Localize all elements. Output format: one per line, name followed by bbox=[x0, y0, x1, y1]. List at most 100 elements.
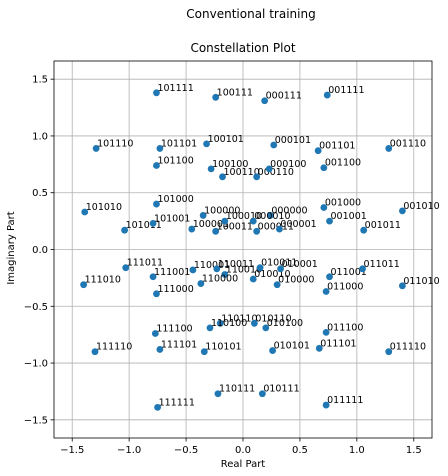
data-point bbox=[385, 145, 393, 152]
point-label: 000100 bbox=[270, 159, 306, 170]
x-tick-label: 0.5 bbox=[292, 445, 308, 456]
point-label: 011000 bbox=[327, 282, 363, 293]
point-label: 110101 bbox=[205, 342, 241, 353]
y-tick-label: −1.5 bbox=[24, 415, 48, 426]
point-label: 101000 bbox=[157, 194, 193, 205]
point-label: 100111 bbox=[217, 87, 253, 98]
point-label: 110111 bbox=[219, 384, 255, 395]
x-tick-label: 0.0 bbox=[235, 445, 251, 456]
data-point bbox=[250, 319, 258, 327]
point-label: 011111 bbox=[327, 395, 363, 406]
point-label: 101001 bbox=[154, 213, 190, 224]
data-point bbox=[91, 348, 99, 356]
y-tick-label: 0.5 bbox=[32, 188, 48, 199]
point-label: 010010 bbox=[254, 269, 290, 280]
point-label: 001010 bbox=[403, 201, 439, 212]
data-point bbox=[153, 89, 160, 97]
point-label: 101011 bbox=[126, 220, 162, 231]
data-point bbox=[249, 275, 257, 283]
point-label: 110100 bbox=[211, 318, 247, 329]
data-point bbox=[385, 348, 393, 356]
data-point bbox=[320, 164, 328, 172]
point-label: 100100 bbox=[212, 159, 248, 170]
data-point bbox=[398, 207, 406, 215]
point-label: 000011 bbox=[258, 221, 294, 232]
data-point bbox=[359, 265, 366, 273]
point-label: 011011 bbox=[364, 259, 400, 270]
point-label: 101101 bbox=[161, 138, 197, 149]
x-tick-label: −0.5 bbox=[174, 445, 198, 456]
y-tick-label: 0.0 bbox=[32, 245, 48, 256]
data-point bbox=[122, 264, 130, 272]
point-label: 001001 bbox=[331, 211, 367, 222]
point-label: 100011 bbox=[217, 221, 253, 232]
data-point bbox=[262, 324, 270, 332]
point-label: 000101 bbox=[275, 135, 311, 146]
point-label: 010100 bbox=[267, 318, 303, 329]
point-label: 110011 bbox=[218, 259, 254, 270]
data-point bbox=[258, 390, 266, 398]
data-point bbox=[156, 145, 164, 152]
point-label: 011001 bbox=[331, 267, 367, 278]
data-point bbox=[261, 97, 269, 105]
data-point bbox=[121, 226, 128, 234]
data-point bbox=[197, 280, 205, 287]
point-label: 111110 bbox=[96, 342, 132, 353]
data-point bbox=[256, 264, 264, 272]
data-point bbox=[322, 328, 330, 336]
point-label: 001101 bbox=[319, 141, 355, 152]
axis-ticks: −1.5 −1.0 −0.5 0.0 0.5 1.0 1.5 −1.5 −1.0 −0.5 0.0 0… bbox=[24, 75, 422, 456]
grid bbox=[54, 61, 432, 438]
y-tick-label: −0.5 bbox=[24, 302, 48, 313]
point-label: 111100 bbox=[156, 324, 192, 335]
plot-frame bbox=[53, 60, 433, 439]
data-point bbox=[92, 145, 100, 152]
x-tick-label: 1.0 bbox=[349, 445, 365, 456]
x-axis-label: Real Part bbox=[221, 459, 266, 470]
data-point bbox=[266, 212, 274, 219]
data-point bbox=[216, 319, 224, 327]
point-label: 101111 bbox=[157, 83, 193, 94]
data-points: 101111 100111 000111 001111 101110 101101 1001… bbox=[80, 83, 440, 411]
data-point bbox=[265, 165, 273, 173]
point-label: 000111 bbox=[266, 91, 302, 102]
data-point bbox=[326, 217, 333, 225]
data-point bbox=[277, 265, 284, 273]
data-point bbox=[81, 208, 89, 216]
data-point bbox=[153, 162, 160, 169]
point-label: 101100 bbox=[157, 155, 193, 166]
point-label: 010111 bbox=[263, 384, 299, 395]
point-label: 011110 bbox=[390, 342, 426, 353]
point-label: 101010 bbox=[86, 202, 122, 213]
point-label: 000110 bbox=[258, 167, 294, 178]
data-point bbox=[273, 281, 281, 289]
data-point bbox=[206, 324, 214, 332]
data-point bbox=[322, 288, 330, 295]
figure-suptitle: Conventional training bbox=[186, 7, 315, 21]
data-point bbox=[80, 281, 88, 289]
data-point bbox=[153, 200, 160, 208]
point-label: 010000 bbox=[278, 275, 314, 286]
y-tick-label: 1.5 bbox=[32, 75, 48, 86]
x-tick-label: −1.0 bbox=[117, 445, 141, 456]
data-point bbox=[189, 266, 197, 274]
point-label: 001011 bbox=[365, 220, 401, 231]
point-label: 111111 bbox=[159, 397, 195, 408]
point-label: 100101 bbox=[208, 134, 244, 145]
point-label: 000010 bbox=[254, 211, 290, 222]
x-tick-label: 1.5 bbox=[406, 445, 422, 456]
point-label: 011101 bbox=[320, 338, 356, 349]
data-point bbox=[221, 271, 229, 278]
y-tick-label: −1.0 bbox=[24, 359, 48, 370]
data-point bbox=[212, 227, 220, 235]
point-label: 001000 bbox=[325, 197, 361, 208]
data-point bbox=[212, 93, 220, 101]
y-tick-label: 1.0 bbox=[32, 131, 48, 142]
data-point bbox=[269, 347, 277, 354]
data-point bbox=[153, 290, 160, 298]
data-point bbox=[322, 401, 330, 409]
data-point bbox=[314, 147, 322, 155]
point-label: 111000 bbox=[157, 284, 193, 295]
data-point bbox=[315, 344, 323, 352]
data-point bbox=[398, 282, 406, 290]
